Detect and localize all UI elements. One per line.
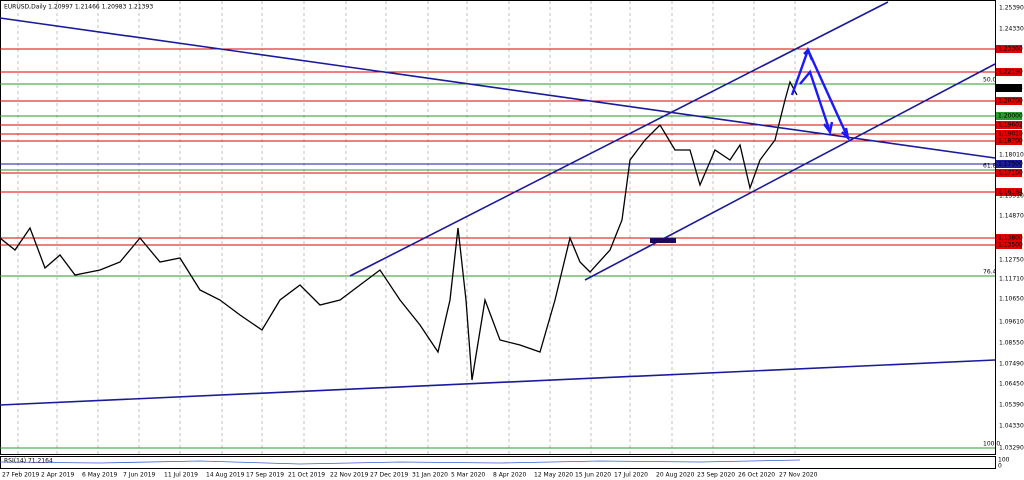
level-badge xyxy=(996,137,1022,145)
rsi-frame xyxy=(0,456,996,469)
date-label: 2 Apr 2019 xyxy=(41,472,74,479)
date-label: 12 May 2020 xyxy=(534,472,573,479)
price-label: 1.09610 xyxy=(999,319,1024,326)
level-label: 1.13500 xyxy=(998,242,1023,249)
date-label: 11 Jul 2019 xyxy=(164,472,198,479)
level-badge xyxy=(996,97,1022,105)
level-label: 1.23300 xyxy=(998,46,1023,53)
level-label: 1.20700 xyxy=(998,98,1023,105)
date-label: 22 Nov 2019 xyxy=(330,472,369,479)
date-label: 26 Oct 2020 xyxy=(738,472,775,479)
price-label: 1.25390 xyxy=(999,5,1024,12)
price-label: 1.14870 xyxy=(999,213,1024,220)
price-label: 1.03290 xyxy=(999,445,1024,452)
level-badge xyxy=(996,84,1022,92)
date-label: 15 Jun 2020 xyxy=(575,472,611,479)
fib-label: 50.0 xyxy=(983,77,997,84)
level-badge xyxy=(996,188,1022,196)
price-label: 1.15910 xyxy=(999,193,1024,200)
level-badge xyxy=(996,45,1022,53)
price-label: 1.05390 xyxy=(999,402,1024,409)
level-badge xyxy=(996,160,1022,168)
date-label: 21 Oct 2019 xyxy=(288,472,325,479)
projection-arrows xyxy=(790,46,850,142)
date-label: 17 Jul 2020 xyxy=(614,472,648,479)
price-label: 1.07490 xyxy=(999,361,1024,368)
rsi-axis-label: 0 xyxy=(998,463,1002,470)
rsi-line xyxy=(0,459,801,465)
zone-marker xyxy=(650,238,676,243)
price-label: 1.04330 xyxy=(999,423,1024,430)
level-label: 1.17500 xyxy=(998,161,1023,168)
chart-title: EURUSD,Daily 1.20997 1.21466 1.20983 1.2… xyxy=(4,4,153,11)
level-badge xyxy=(996,68,1022,76)
date-label: 14 Aug 2019 xyxy=(206,472,245,479)
level-label: 1.18700 xyxy=(998,138,1023,145)
date-label: 23 Sep 2020 xyxy=(697,472,735,479)
fib-label: 61.8 xyxy=(983,163,997,170)
level-badge xyxy=(996,169,1022,177)
rsi-label: RSI(14) 71.2164 xyxy=(4,458,53,465)
rsi-axis-label: 100 xyxy=(998,457,1010,464)
fib-label: 100.0 xyxy=(983,441,1000,448)
price-label: 1.08550 xyxy=(999,340,1024,347)
price-label: 1.10650 xyxy=(999,296,1024,303)
date-label: 5 Mar 2020 xyxy=(451,472,485,479)
price-label: 1.18010 xyxy=(999,152,1024,159)
level-label: 1.19602 xyxy=(998,122,1023,129)
date-label: 6 May 2019 xyxy=(82,472,117,479)
date-label: 27 Dec 2019 xyxy=(370,472,409,479)
date-label: 27 Feb 2019 xyxy=(2,472,40,479)
level-label: 1.17100 xyxy=(998,170,1023,177)
date-label: 31 Jan 2020 xyxy=(412,472,448,479)
date-label: 8 Apr 2020 xyxy=(493,472,526,479)
date-label: 27 Nov 2020 xyxy=(779,472,818,479)
level-label: 1.22190 xyxy=(998,69,1023,76)
date-label: 20 Aug 2020 xyxy=(656,472,695,479)
level-badge xyxy=(996,241,1022,249)
level-badge xyxy=(996,121,1022,129)
level-badge xyxy=(996,234,1022,242)
date-label: 7 Jun 2019 xyxy=(123,472,155,479)
chart-frame xyxy=(0,0,996,455)
level-label: 1.19010 xyxy=(998,131,1023,138)
price-series xyxy=(0,80,798,381)
level-label: 1.13800 xyxy=(998,235,1023,242)
fib-label: 76.4 xyxy=(983,269,997,276)
level-badge xyxy=(996,112,1022,120)
date-label: 17 Sep 2019 xyxy=(246,472,284,479)
trend-lines xyxy=(0,1,996,406)
price-label: 1.06450 xyxy=(999,381,1024,388)
price-label: 1.12750 xyxy=(999,257,1024,264)
level-label: 1.20000 xyxy=(998,113,1023,120)
level-badge xyxy=(996,130,1022,138)
price-label: 1.11710 xyxy=(999,276,1024,283)
price-label: 1.24330 xyxy=(999,26,1024,33)
level-label: 1.21393 xyxy=(998,85,1023,92)
level-label: 1.16184 xyxy=(998,189,1023,196)
